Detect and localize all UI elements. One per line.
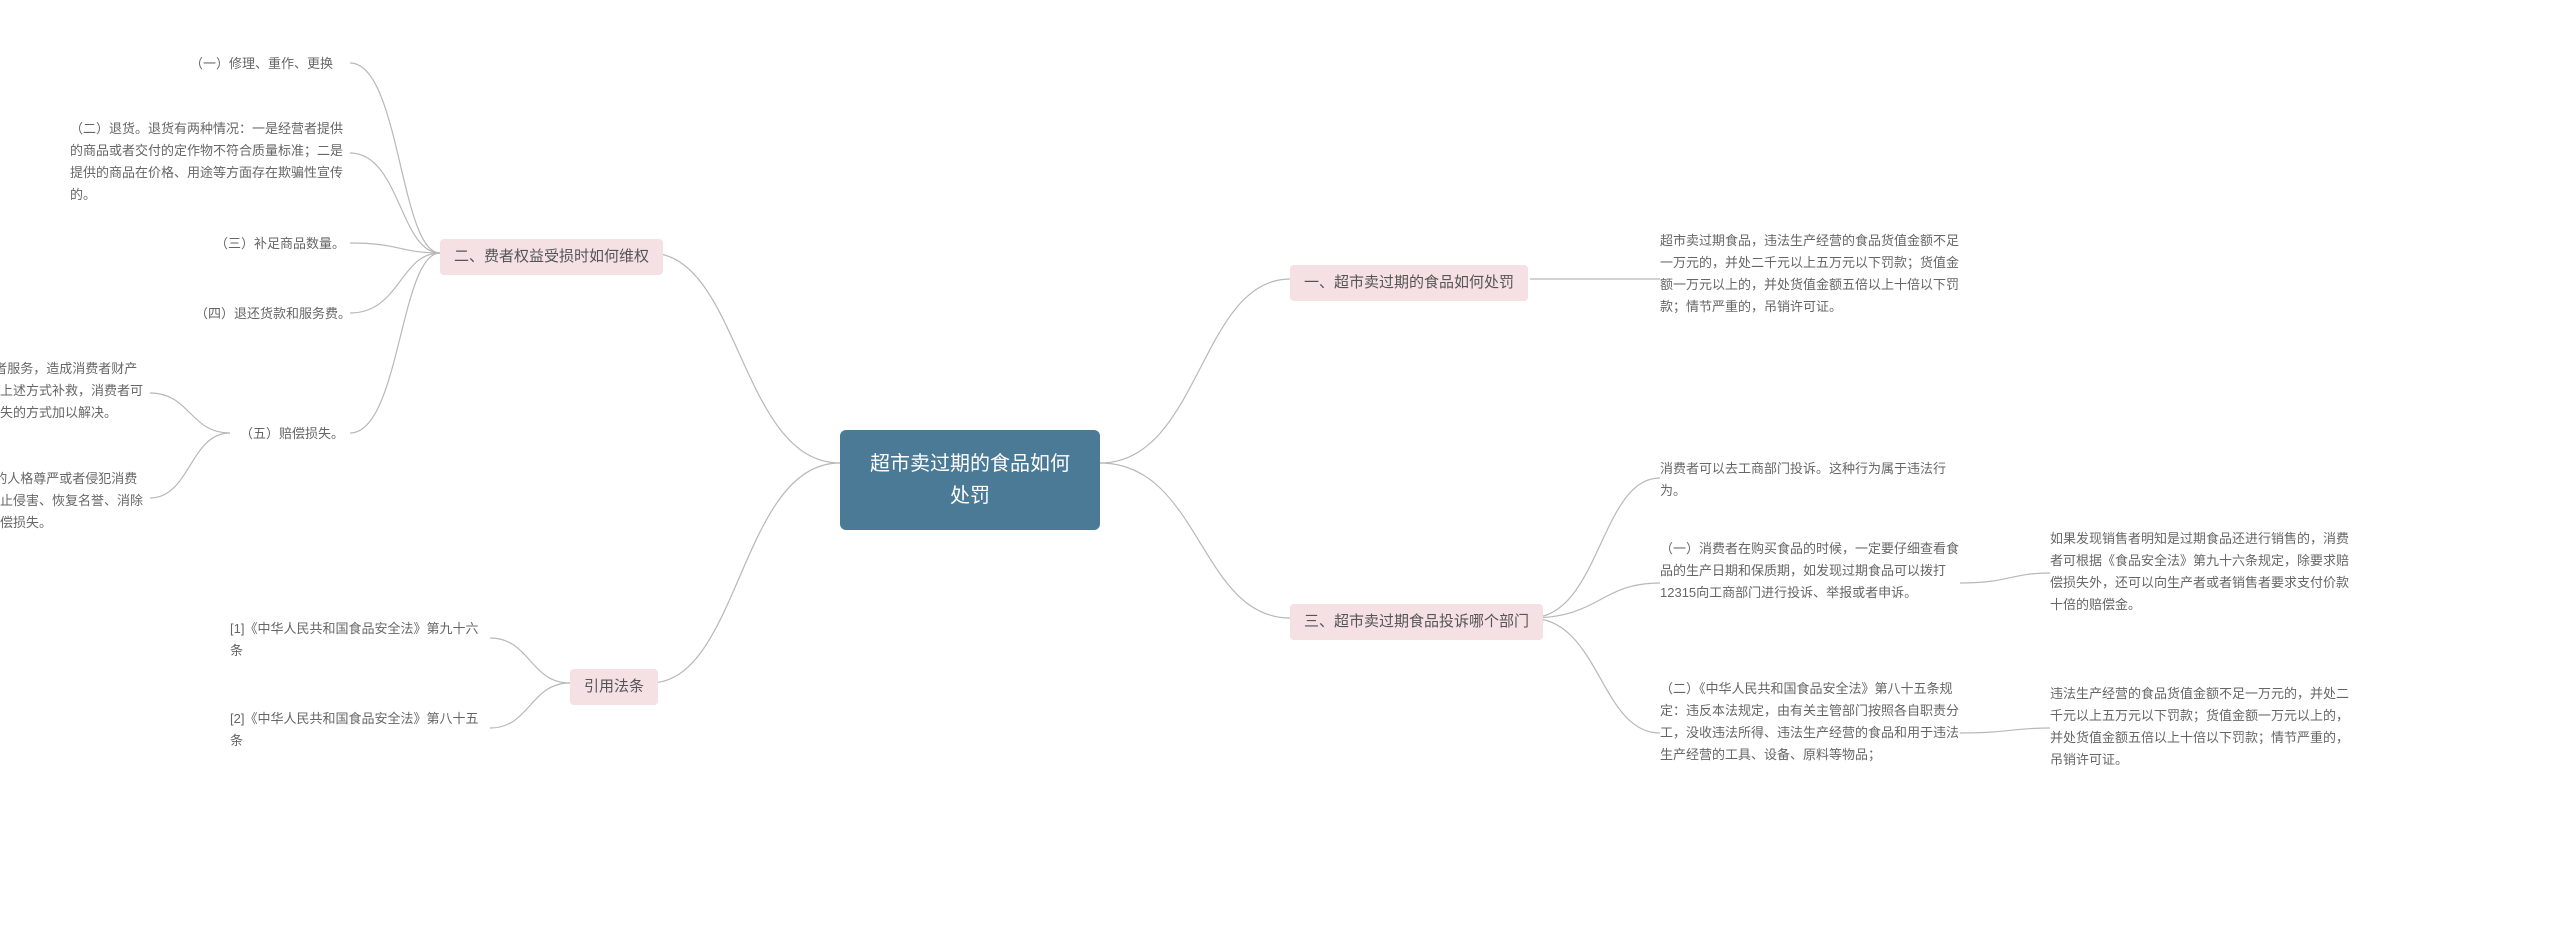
root-text: 超市卖过期的食品如何处罚 [870, 453, 1070, 507]
mindmap-connectors [0, 0, 2560, 947]
leaf-text: （二）退货。退货有两种情况：一是经营者提供的商品或者交付的定作物不符合质量标准；… [70, 121, 343, 202]
leaf-text: （五）赔偿损失。 [240, 426, 344, 441]
branch-section-2: 二、费者权益受损时如何维权 [440, 239, 663, 275]
branch-label: 三、超市卖过期食品投诉哪个部门 [1304, 613, 1529, 630]
leaf-citation-2: [2]《中华人民共和国食品安全法》第八十五条 [230, 708, 490, 752]
leaf-text: （四）退还货款和服务费。 [195, 306, 351, 321]
leaf-section3-c-sub: 违法生产经营的食品货值金额不足一万元的，并处二千元以上五万元以下罚款；货值金额一… [2050, 683, 2350, 771]
leaf-section3-a: 消费者可以去工商部门投诉。这种行为属于违法行为。 [1660, 458, 1960, 502]
leaf-section3-c: （二）《中华人民共和国食品安全法》第八十五条规定：违反本法规定，由有关主管部门按… [1660, 678, 1960, 766]
branch-label: 引用法条 [584, 678, 644, 695]
leaf-text: 1、经营者提供商品或者服务，造成消费者财产损害的，如果不能采用上述方式补救，消费… [0, 361, 143, 420]
leaf-section2-4: （四）退还货款和服务费。 [195, 303, 351, 325]
leaf-section3-b: （一）消费者在购买食品的时候，一定要仔细查看食品的生产日期和保质期，如发现过期食… [1660, 538, 1960, 604]
leaf-text: 如果发现销售者明知是过期食品还进行销售的，消费者可根据《食品安全法》第九十六条规… [2050, 531, 2349, 612]
branch-section-3: 三、超市卖过期食品投诉哪个部门 [1290, 604, 1543, 640]
branch-label: 二、费者权益受损时如何维权 [454, 248, 649, 265]
branch-label: 一、超市卖过期的食品如何处罚 [1304, 274, 1514, 291]
leaf-text: （一）消费者在购买食品的时候，一定要仔细查看食品的生产日期和保质期，如发现过期食… [1660, 541, 1959, 600]
leaf-section3-b-sub: 如果发现销售者明知是过期食品还进行销售的，消费者可根据《食品安全法》第九十六条规… [2050, 528, 2350, 616]
leaf-text: 超市卖过期食品，违法生产经营的食品货值金额不足一万元的，并处二千元以上五万元以下… [1660, 233, 1959, 314]
leaf-section2-1: （一）修理、重作、更换 [190, 53, 333, 75]
leaf-text: （二）《中华人民共和国食品安全法》第八十五条规定：违反本法规定，由有关主管部门按… [1660, 681, 1959, 762]
leaf-text: [1]《中华人民共和国食品安全法》第九十六条 [230, 621, 478, 658]
branch-citations: 引用法条 [570, 669, 658, 705]
leaf-section2-5-sub1: 1、经营者提供商品或者服务，造成消费者财产损害的，如果不能采用上述方式补救，消费… [0, 358, 150, 424]
leaf-section2-3: （三）补足商品数量。 [215, 233, 345, 255]
leaf-text: （一）修理、重作、更换 [190, 56, 333, 71]
root-node: 超市卖过期的食品如何处罚 [840, 430, 1100, 530]
leaf-section2-5-sub2: 2、经营者侵害消费者的人格尊严或者侵犯消费者人身自由的，应当停止侵害、恢复名誉、… [0, 468, 150, 534]
leaf-text: [2]《中华人民共和国食品安全法》第八十五条 [230, 711, 478, 748]
leaf-text: （三）补足商品数量。 [215, 236, 345, 251]
branch-section-1: 一、超市卖过期的食品如何处罚 [1290, 265, 1528, 301]
leaf-text: 违法生产经营的食品货值金额不足一万元的，并处二千元以上五万元以下罚款；货值金额一… [2050, 686, 2349, 767]
leaf-text: 消费者可以去工商部门投诉。这种行为属于违法行为。 [1660, 461, 1946, 498]
leaf-text: 2、经营者侵害消费者的人格尊严或者侵犯消费者人身自由的，应当停止侵害、恢复名誉、… [0, 471, 143, 530]
leaf-section2-2: （二）退货。退货有两种情况：一是经营者提供的商品或者交付的定作物不符合质量标准；… [70, 118, 350, 206]
leaf-section2-5: （五）赔偿损失。 [240, 423, 344, 445]
leaf-citation-1: [1]《中华人民共和国食品安全法》第九十六条 [230, 618, 490, 662]
leaf-section1-detail: 超市卖过期食品，违法生产经营的食品货值金额不足一万元的，并处二千元以上五万元以下… [1660, 230, 1960, 318]
